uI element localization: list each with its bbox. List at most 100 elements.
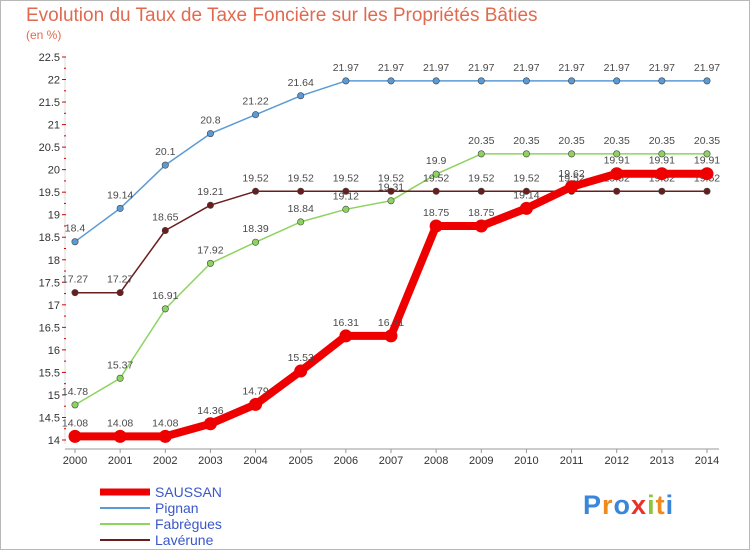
y-tick-label: 21 [48,120,60,132]
data-label-pignan: 19.14 [107,189,133,201]
data-label-fabregues: 19.9 [426,155,447,167]
data-label-fabregues: 18.39 [242,223,268,235]
data-point-pignan [568,77,576,85]
data-point-fabregues [342,205,350,213]
x-tick-label: 2013 [650,455,674,467]
data-point-laverune [387,187,395,195]
x-tick-label: 2000 [63,455,87,467]
data-label-pignan: 21.97 [513,62,539,74]
data-point-fabregues [71,401,79,409]
data-point-pignan [522,77,530,85]
data-label-pignan: 21.22 [242,96,268,108]
data-point-laverune [297,187,305,195]
y-tick-label: 18 [48,255,60,267]
data-point-laverune [206,201,214,209]
data-point-laverune [522,187,530,195]
data-point-pignan [658,77,666,85]
chart-unit-label: (en %) [26,28,62,42]
data-point-laverune [161,226,169,234]
logo-letter: t [655,490,666,520]
data-point-fabregues [522,150,530,158]
data-point-saussan [294,364,308,378]
data-label-fabregues: 17.92 [197,244,223,256]
data-point-pignan [206,130,214,138]
data-label-saussan: 14.79 [242,385,268,397]
x-tick-label: 2001 [108,455,132,467]
data-label-pignan: 21.97 [378,62,404,74]
data-point-pignan [252,111,260,119]
data-point-pignan [387,77,395,85]
data-label-pignan: 20.1 [155,146,176,158]
data-label-fabregues: 16.91 [152,290,178,302]
data-point-fabregues [568,150,576,158]
data-point-fabregues [161,305,169,313]
data-point-saussan [339,329,353,343]
data-point-pignan [477,77,485,85]
data-label-laverune: 19.52 [378,172,404,184]
data-point-saussan [655,167,669,181]
data-point-saussan [474,219,488,233]
data-point-pignan [161,161,169,169]
y-tick-label: 15 [48,390,60,402]
y-tick-label: 17 [48,300,60,312]
legend-label: Pignan [155,500,199,516]
data-label-saussan: 16.31 [333,317,359,329]
data-label-fabregues: 20.35 [558,135,584,147]
data-label-saussan: 18.75 [423,207,449,219]
data-point-laverune [342,187,350,195]
proxiti-logo: Proxiti [583,490,674,521]
data-point-fabregues [206,259,214,267]
data-label-pignan: 21.97 [423,62,449,74]
series-line-laverune [75,190,707,294]
data-label-fabregues: 20.35 [468,135,494,147]
data-label-laverune: 19.52 [333,172,359,184]
data-point-fabregues [658,150,666,158]
data-point-pignan [116,204,124,212]
y-tick-label: 22.5 [39,52,60,64]
data-point-fabregues [116,374,124,382]
logo-letter: r [602,490,614,520]
data-point-saussan [429,219,443,233]
data-label-saussan: 14.08 [62,417,88,429]
x-tick-label: 2003 [198,455,222,467]
data-label-fabregues: 19.12 [333,190,359,202]
data-label-saussan: 14.08 [107,417,133,429]
data-label-laverune: 19.52 [423,172,449,184]
x-tick-label: 2005 [288,455,312,467]
data-label-fabregues: 20.35 [694,135,720,147]
logo-letter: o [613,490,632,520]
data-point-laverune [703,187,711,195]
data-point-fabregues [387,197,395,205]
legend-swatch [100,507,150,509]
legend-swatch [100,488,150,496]
data-point-fabregues [703,150,711,158]
data-label-laverune: 17.27 [62,274,88,286]
y-tick-label: 14.5 [39,412,60,424]
data-label-pignan: 21.97 [558,62,584,74]
data-label-saussan: 14.08 [152,417,178,429]
data-point-laverune [71,289,79,297]
x-tick-label: 2008 [424,455,448,467]
data-point-fabregues [297,218,305,226]
data-label-saussan: 19.62 [558,168,584,180]
data-label-fabregues: 15.37 [107,359,133,371]
data-point-saussan [113,429,127,443]
data-label-laverune: 19.52 [288,172,314,184]
data-point-saussan [203,417,217,431]
data-label-pignan: 18.4 [65,223,86,235]
data-point-saussan [68,429,82,443]
y-tick-label: 17.5 [39,277,60,289]
data-label-saussan: 19.91 [604,155,630,167]
logo-letter: x [631,490,648,520]
data-label-pignan: 21.97 [694,62,720,74]
data-point-fabregues [252,238,260,246]
legend-swatch [100,539,150,541]
data-label-pignan: 21.97 [604,62,630,74]
y-tick-label: 15.5 [39,367,60,379]
data-point-saussan [565,180,579,194]
data-point-laverune [613,187,621,195]
data-point-laverune [432,187,440,195]
data-label-laverune: 18.65 [152,211,178,223]
y-tick-label: 18.5 [39,232,60,244]
x-tick-label: 2007 [379,455,403,467]
